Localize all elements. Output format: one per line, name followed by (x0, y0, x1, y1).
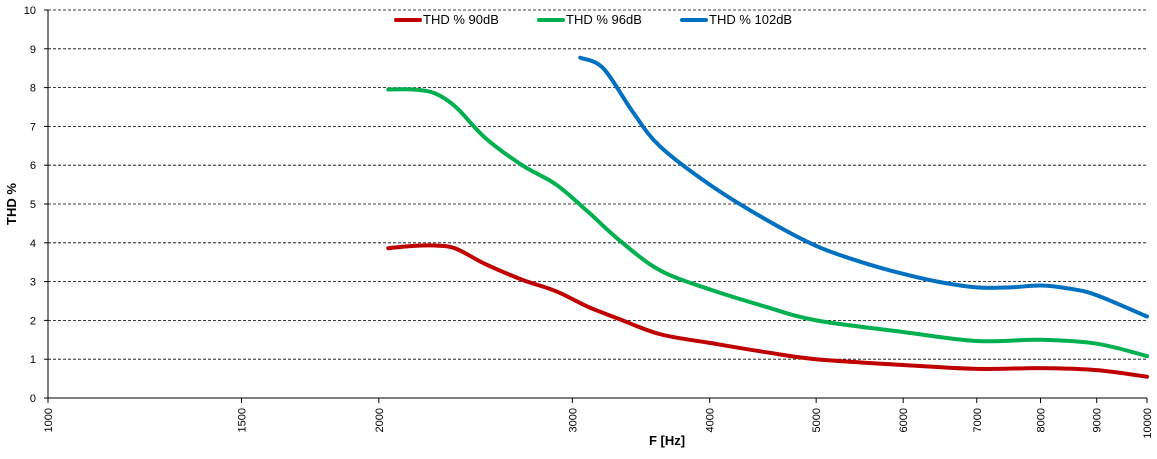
y-tick-labels: 0 1 2 3 4 5 6 7 8 9 10 (24, 5, 48, 405)
x-tick-label: 3000 (567, 408, 579, 432)
series-lines (386, 55, 1149, 379)
x-tick-labels: 1000 1500 2000 3000 4000 5000 6000 7000 8000 9000… (43, 398, 1154, 439)
legend-item-3: THD % 102dB (680, 12, 792, 27)
legend-label: THD % 96dB (566, 12, 642, 27)
x-tick-label: 5000 (811, 408, 823, 432)
series-line-3 (578, 55, 1149, 319)
grid (48, 9, 1147, 360)
y-tick-label: 3 (30, 277, 36, 289)
legend-label: THD % 102dB (709, 12, 792, 27)
y-axis-title: THD % (4, 183, 19, 225)
y-tick-label: 5 (30, 199, 36, 211)
legend-item-1: THD % 90dB (394, 12, 499, 27)
x-tick-label: 7000 (972, 408, 984, 432)
legend-item-2: THD % 96dB (537, 12, 642, 27)
x-tick-label: 1000 (43, 408, 55, 432)
x-tick-label: 9000 (1092, 408, 1104, 432)
series-line-1 (386, 243, 1149, 379)
x-tick-label: 10000 (1142, 408, 1154, 439)
legend: THD % 90dB THD % 96dB THD % 102dB (394, 12, 792, 27)
y-tick-label: 2 (30, 315, 36, 327)
series-line-2 (386, 87, 1149, 359)
y-tick-label: 10 (24, 5, 36, 17)
x-tick-label: 8000 (1035, 408, 1047, 432)
y-tick-label: 6 (30, 160, 36, 172)
x-axis-title: F [Hz] (649, 433, 685, 448)
x-tick-label: 2000 (374, 408, 386, 432)
y-tick-label: 0 (30, 393, 36, 405)
legend-label: THD % 90dB (423, 12, 499, 27)
y-tick-label: 1 (30, 354, 36, 366)
y-tick-label: 7 (30, 121, 36, 133)
x-tick-label: 6000 (898, 408, 910, 432)
y-tick-label: 8 (30, 83, 36, 95)
y-tick-label: 4 (30, 238, 36, 250)
y-tick-label: 9 (30, 44, 36, 56)
x-tick-label: 4000 (705, 408, 717, 432)
x-tick-label: 1500 (237, 408, 249, 432)
